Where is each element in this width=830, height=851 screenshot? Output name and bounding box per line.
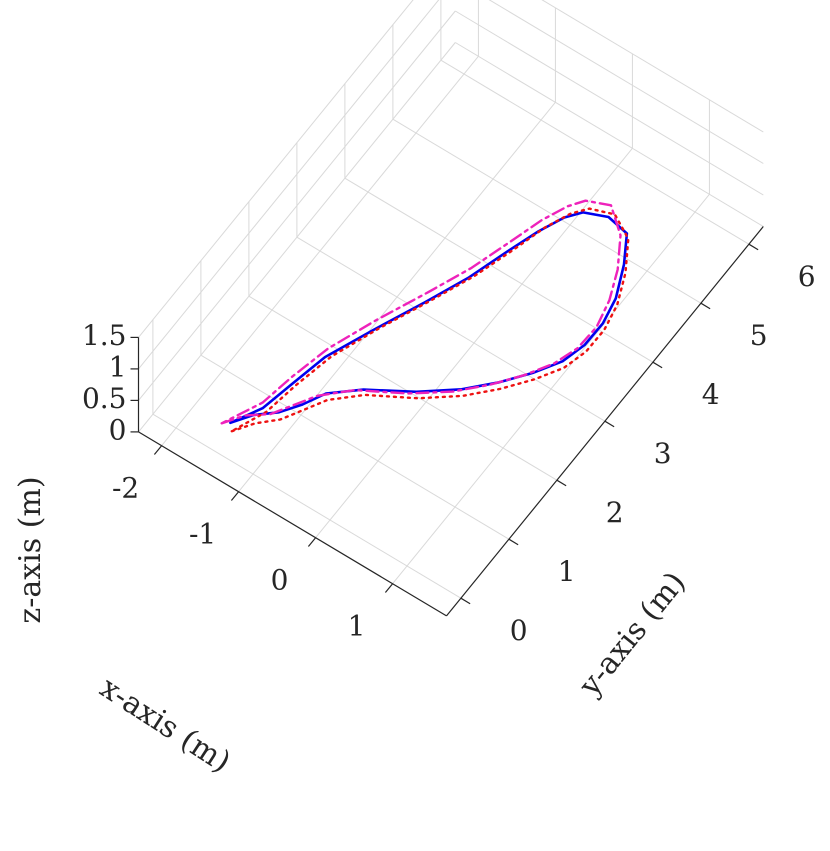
grid-line — [138, 10, 456, 401]
x-tick-mark — [307, 537, 317, 547]
y-tick-label: 1 — [558, 555, 576, 588]
y-tick-label: 4 — [702, 378, 720, 411]
y-tick-label: 6 — [798, 260, 816, 293]
z-axis-title: z-axis (m) — [13, 476, 48, 623]
y-tick-label: 2 — [606, 496, 624, 529]
trajectory-series-1 — [229, 211, 629, 425]
x-tick-label: 0 — [271, 563, 289, 596]
y-tick-mark — [700, 302, 711, 310]
y-axis-title: y-axis (m) — [572, 565, 693, 703]
z-tick-label: 1 — [109, 350, 127, 383]
grid-line — [455, 42, 764, 227]
z-tick-label: 0 — [109, 413, 127, 446]
grid-line — [200, 354, 510, 540]
grid-line — [344, 177, 654, 363]
z-tick-label: 0.5 — [82, 382, 127, 415]
y-tick-mark — [652, 361, 663, 369]
x-tick-mark — [153, 445, 163, 455]
z-tick-label: 1.5 — [82, 319, 127, 352]
grid-line — [138, 0, 440, 370]
grid-line — [138, 42, 456, 433]
y-tick-label: 0 — [510, 614, 528, 647]
grid-line — [541, 0, 764, 133]
y-tick-mark — [460, 597, 471, 605]
x-tick-label: -2 — [112, 471, 139, 504]
y-tick-mark — [556, 479, 567, 487]
grid-line — [455, 10, 764, 196]
x-axis-line — [138, 431, 447, 617]
x-axis-title: x-axis (m) — [94, 670, 237, 780]
axis-layer — [130, 226, 764, 617]
grid-layer — [138, 0, 764, 599]
grid-line — [440, 59, 750, 245]
x-tick-mark — [384, 583, 394, 593]
grid-line — [138, 0, 414, 338]
y-tick-mark — [604, 420, 615, 428]
x-tick-label: -1 — [189, 517, 216, 550]
grid-line — [296, 236, 606, 422]
y-tick-label: 5 — [750, 319, 768, 352]
y-tick-mark — [748, 243, 759, 251]
grid-line — [392, 118, 702, 304]
x-tick-mark — [230, 491, 240, 501]
grid-line — [488, 0, 764, 164]
grid-line — [248, 295, 558, 481]
trajectory-series-2 — [230, 207, 630, 433]
series-layer — [220, 199, 630, 433]
y-tick-mark — [508, 538, 519, 546]
y-tick-label: 3 — [654, 437, 672, 470]
trajectory-series-3 — [220, 199, 622, 425]
grid-line — [152, 413, 462, 599]
x-tick-label: 1 — [348, 609, 366, 642]
